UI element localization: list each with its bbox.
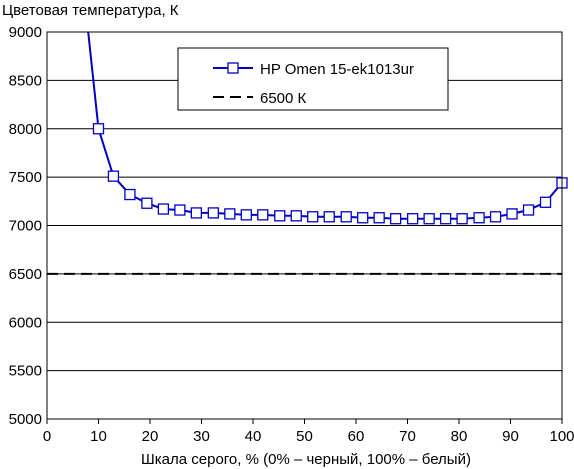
x-axis-title: Шкала серого, % (0% – черный, 100% – бел… [141,451,471,468]
y-tick-label: 7500 [9,169,42,186]
x-tick-label: 70 [399,428,416,445]
legend-series-marker [227,62,239,74]
data-point [190,207,203,219]
data-point [357,212,369,224]
data-point [439,213,452,225]
data-point [406,213,419,225]
data-point [489,211,502,223]
data-point [456,213,468,225]
x-tick-label: 0 [43,428,51,445]
y-tick-label: 5500 [9,363,42,380]
y-tick-label: 9000 [9,24,42,41]
y-tick-label: 5000 [9,411,42,428]
data-point [207,207,219,219]
legend-series-label: HP Omen 15-ek1013ur [260,61,414,78]
y-tick-label: 6000 [9,314,42,331]
data-point [224,208,236,220]
plot-frame [46,31,563,420]
y-tick-labels: 5000 5500 6000 6500 7000 7500 8000 8500 9000 [9,24,42,428]
data-markers [92,123,568,225]
y-tick-label: 8000 [9,121,42,138]
data-point [307,211,319,223]
x-tick-label: 30 [193,428,210,445]
y-tick-label: 7000 [9,218,42,235]
data-point [323,211,335,223]
data-point [141,197,153,209]
data-point [473,212,485,224]
data-point [240,209,252,221]
data-point [107,170,120,182]
x-tick-label: 20 [142,428,159,445]
data-point [423,213,435,225]
x-tick-label: 100 [549,428,574,445]
data-point [274,210,286,222]
data-point [92,123,105,135]
x-tick-label: 50 [296,428,313,445]
y-tick-label: 8500 [9,72,42,89]
x-tick-label: 60 [348,428,365,445]
x-tick-label: 10 [90,428,107,445]
data-point [174,204,186,216]
data-point [539,196,552,208]
data-point [506,208,518,220]
x-tick-label: 90 [502,428,519,445]
legend-reference-label: 6500 К [260,90,307,107]
y-axis-title: Цветовая температура, К [2,2,179,19]
legend-box [177,47,449,111]
data-point [124,188,136,201]
data-point [340,211,352,223]
data-point [522,204,535,216]
data-point [290,210,302,222]
data-point [373,212,385,224]
x-tick-label: 40 [245,428,262,445]
data-point [257,209,269,221]
y-tick-label: 6500 [9,266,42,283]
grid-lines [47,79,562,372]
data-point [157,203,170,215]
legend: HP Omen 15-ek1013ur 6500 К [177,47,449,111]
data-point [390,213,402,225]
x-tick-labels: 0 10 20 30 40 50 60 70 80 90 100 [43,419,574,445]
x-tick-label: 80 [451,428,468,445]
